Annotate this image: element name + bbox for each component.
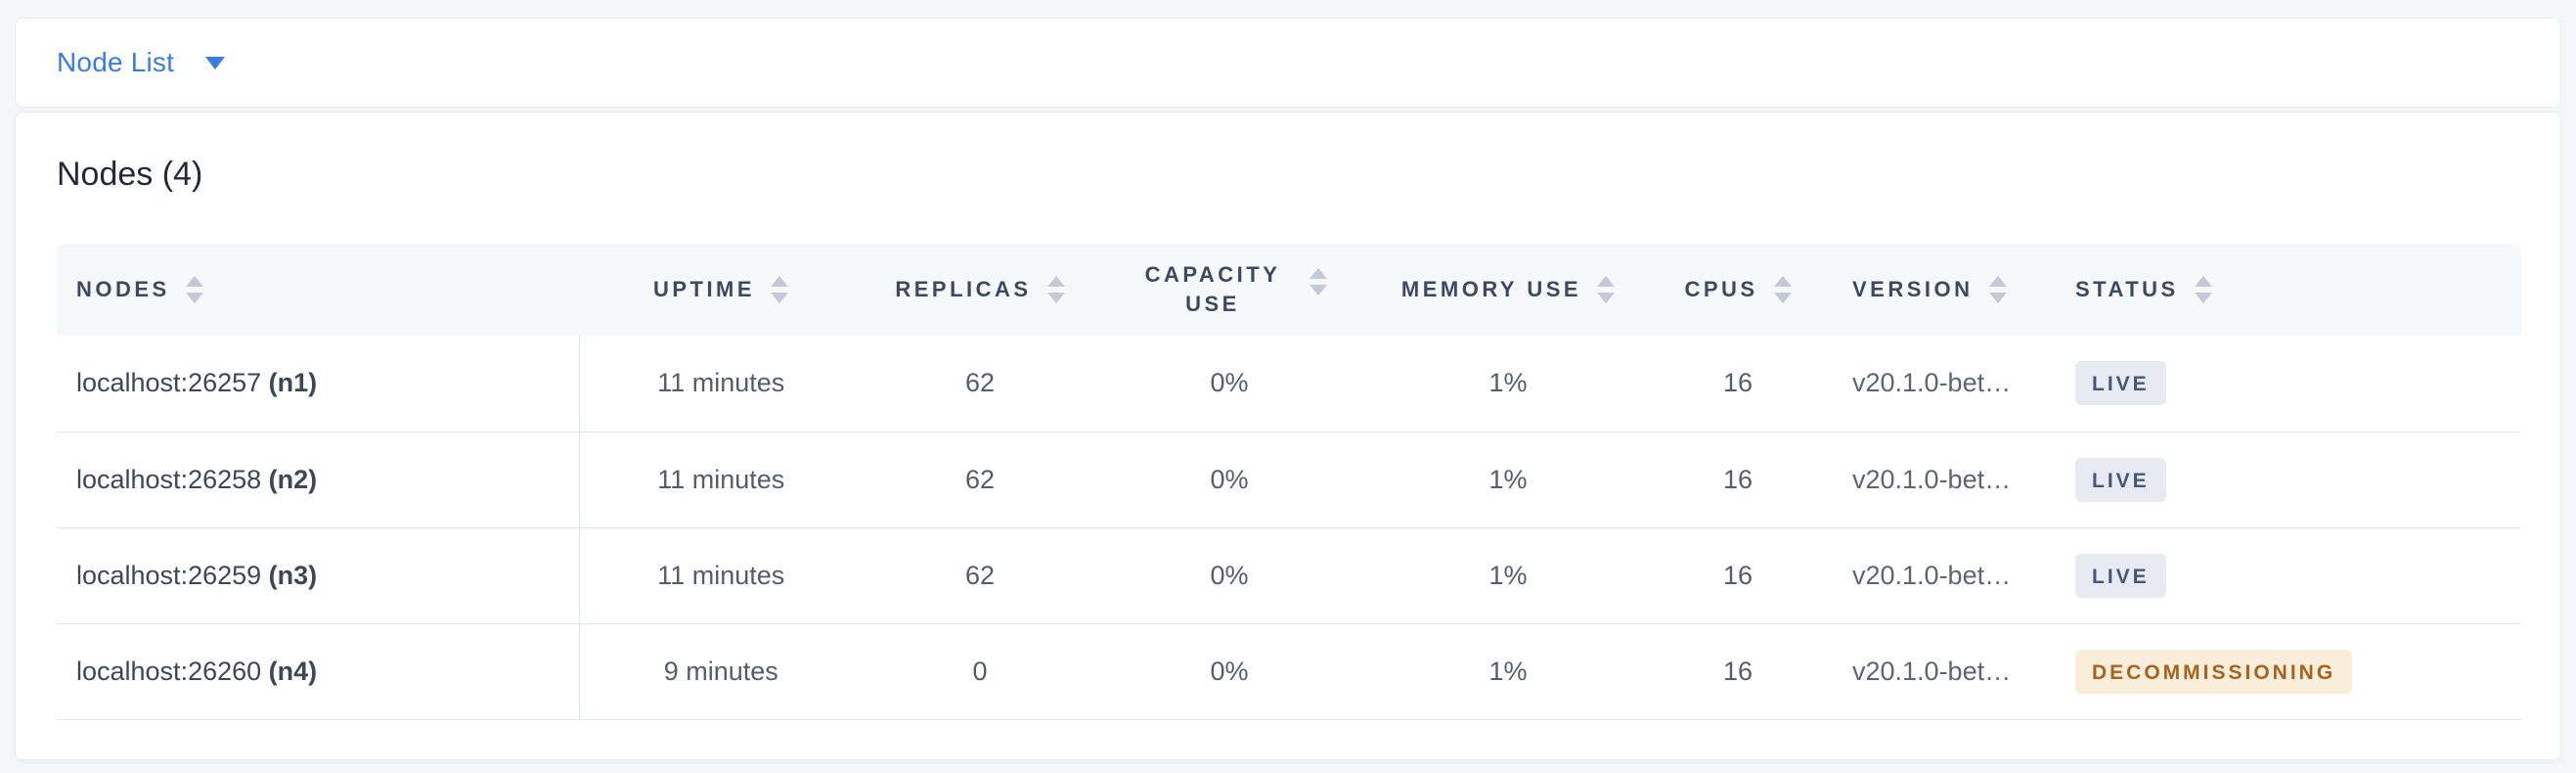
version-cell: v20.1.0-bet…	[1821, 432, 2065, 528]
column-header-version[interactable]: VERSION	[1821, 244, 2065, 336]
table-row: localhost:26259 (n3) 11 minutes 62 0% 1%…	[57, 527, 2521, 624]
cpus-cell: 16	[1655, 623, 1821, 720]
status-badge: LIVE	[2075, 553, 2166, 598]
sort-icon	[185, 276, 203, 303]
replicas-cell: 62	[863, 336, 1097, 432]
capacity-use-cell: 0%	[1097, 623, 1361, 720]
sort-icon	[1597, 276, 1616, 303]
nodes-panel: Nodes (4) NODES UPTIME REPLICAS CAPACITY…	[15, 112, 2561, 760]
sort-icon	[1773, 276, 1792, 303]
sort-icon	[771, 276, 789, 303]
status-badge: LIVE	[2075, 361, 2166, 406]
node-list-dropdown-label: Node List	[57, 47, 175, 77]
sort-icon	[2194, 276, 2212, 303]
memory-use-cell: 1%	[1361, 527, 1655, 624]
page-title: Nodes (4)	[57, 156, 203, 193]
column-header-memory-use[interactable]: MEMORY USE	[1361, 244, 1655, 336]
node-address-link[interactable]: localhost:26257	[76, 368, 262, 398]
memory-use-cell: 1%	[1361, 432, 1655, 528]
column-header-uptime[interactable]: UPTIME	[579, 244, 863, 336]
node-address-link[interactable]: localhost:26260	[76, 656, 262, 686]
node-address-link[interactable]: localhost:26259	[76, 560, 262, 590]
view-selector-bar: Node List	[15, 18, 2561, 108]
node-id: (n2)	[268, 464, 318, 494]
version-cell: v20.1.0-bet…	[1821, 623, 2065, 720]
column-header-replicas[interactable]: REPLICAS	[863, 244, 1097, 336]
table-row: localhost:26257 (n1) 11 minutes 62 0% 1%…	[57, 336, 2521, 432]
cpus-cell: 16	[1655, 336, 1821, 432]
sort-icon	[1988, 276, 2007, 303]
cpus-cell: 16	[1655, 432, 1821, 528]
replicas-cell: 62	[863, 527, 1097, 624]
cpus-cell: 16	[1655, 527, 1821, 624]
version-cell: v20.1.0-bet…	[1821, 527, 2065, 624]
uptime-cell: 9 minutes	[579, 623, 863, 720]
node-id: (n4)	[268, 656, 318, 686]
sort-icon	[1309, 268, 1327, 296]
table-row: localhost:26258 (n2) 11 minutes 62 0% 1%…	[57, 432, 2521, 528]
column-header-capacity-use[interactable]: CAPACITY USE	[1097, 244, 1361, 336]
node-address-link[interactable]: localhost:26258	[76, 464, 262, 494]
uptime-cell: 11 minutes	[579, 527, 863, 624]
column-header-status[interactable]: STATUS	[2065, 244, 2521, 336]
table-header: NODES UPTIME REPLICAS CAPACITY USE MEMOR…	[57, 244, 2521, 336]
sort-icon	[1046, 276, 1065, 303]
capacity-use-cell: 0%	[1097, 336, 1361, 432]
node-id: (n3)	[268, 560, 318, 590]
nodes-table: NODES UPTIME REPLICAS CAPACITY USE MEMOR…	[57, 244, 2521, 720]
node-id: (n1)	[268, 368, 318, 398]
uptime-cell: 11 minutes	[579, 432, 863, 528]
version-cell: v20.1.0-bet…	[1821, 336, 2065, 432]
column-header-cpus[interactable]: CPUS	[1655, 244, 1821, 336]
node-list-dropdown[interactable]: Node List	[57, 47, 226, 78]
capacity-use-cell: 0%	[1097, 527, 1361, 624]
column-header-nodes[interactable]: NODES	[57, 244, 579, 336]
replicas-cell: 62	[863, 432, 1097, 528]
uptime-cell: 11 minutes	[579, 336, 863, 432]
replicas-cell: 0	[863, 623, 1097, 720]
status-badge: DECOMMISSIONING	[2075, 649, 2353, 694]
status-badge: LIVE	[2075, 457, 2166, 502]
table-row: localhost:26260 (n4) 9 minutes 0 0% 1% 1…	[57, 623, 2521, 720]
capacity-use-cell: 0%	[1097, 432, 1361, 528]
chevron-down-icon	[205, 56, 226, 69]
memory-use-cell: 1%	[1361, 336, 1655, 432]
memory-use-cell: 1%	[1361, 623, 1655, 720]
